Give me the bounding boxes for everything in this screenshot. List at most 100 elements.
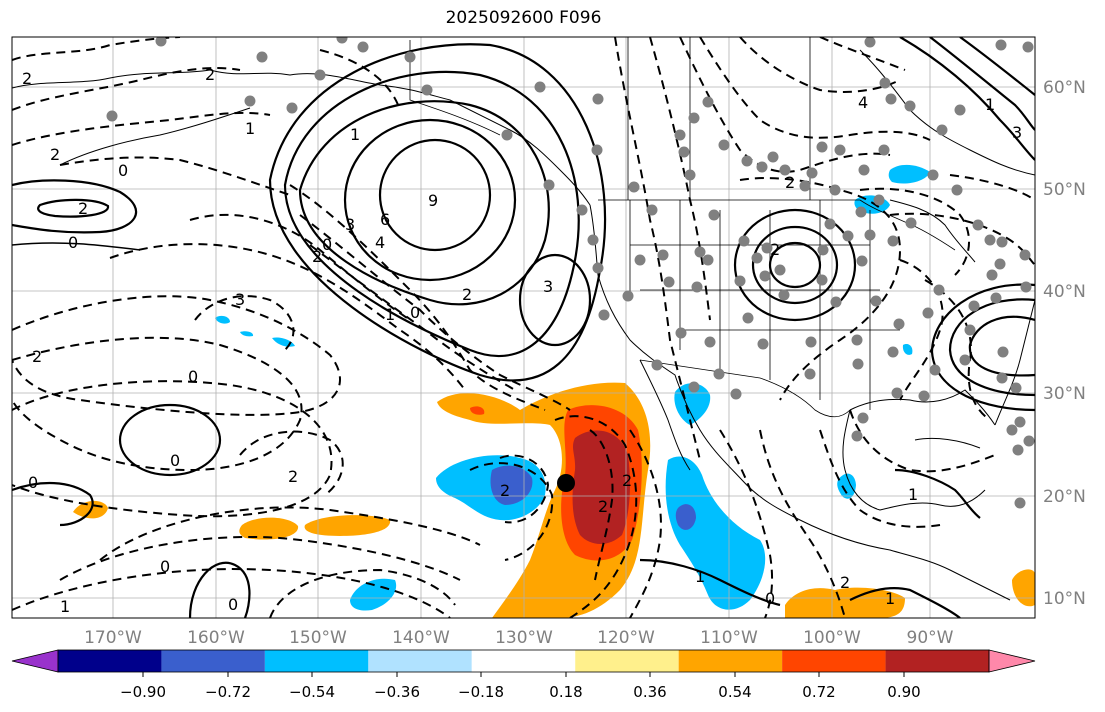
station-dot bbox=[878, 144, 890, 156]
station-dot bbox=[824, 218, 836, 230]
contour-label: 4 bbox=[375, 233, 385, 252]
contour-high-central-3 bbox=[733, 208, 857, 322]
station-dot bbox=[864, 37, 876, 48]
station-dot bbox=[857, 412, 869, 424]
station-dot bbox=[829, 184, 841, 196]
station-dot bbox=[887, 235, 899, 247]
contour-label: 3 bbox=[543, 277, 553, 296]
shade-negative-greatlakes bbox=[888, 164, 930, 184]
station-dot bbox=[622, 290, 634, 302]
contour-neg-plume-2 bbox=[589, 429, 614, 581]
map-frame-background bbox=[12, 37, 1035, 618]
station-dot bbox=[674, 129, 686, 141]
colorbar-tick-label: −0.18 bbox=[458, 683, 504, 701]
contour-label: 0 bbox=[410, 303, 420, 322]
shade-positive-darkred bbox=[572, 430, 630, 545]
contour-label: 2 bbox=[312, 247, 322, 266]
coast-aleutians bbox=[59, 107, 251, 166]
station-dot bbox=[543, 179, 555, 191]
station-dot bbox=[757, 338, 769, 350]
station-dot bbox=[994, 258, 1006, 270]
colorbar-bin bbox=[161, 650, 265, 672]
station-dot bbox=[851, 430, 863, 442]
latitude-label: 30°N bbox=[1043, 384, 1086, 404]
colorbar-outline bbox=[57, 649, 990, 673]
latitude-label: 10°N bbox=[1043, 589, 1086, 609]
colorbar-tick-label: −0.90 bbox=[120, 683, 166, 701]
station-dot bbox=[587, 234, 599, 246]
station-dot bbox=[357, 41, 369, 53]
shade-positive-small-5 bbox=[1012, 569, 1035, 607]
contour-neg-arc-2 bbox=[299, 214, 571, 411]
contour-high-west-1 bbox=[12, 179, 138, 234]
station-dot bbox=[702, 254, 714, 266]
contour-label: 2 bbox=[22, 69, 32, 88]
shade-negative-gulfmx bbox=[837, 473, 856, 499]
station-dot bbox=[873, 194, 885, 206]
contour-neg-top-3 bbox=[12, 111, 271, 146]
contour-lines bbox=[12, 37, 1035, 618]
station-dot bbox=[779, 164, 791, 176]
station-dot bbox=[702, 96, 714, 108]
contour-label: 0 bbox=[28, 473, 38, 492]
station-dot bbox=[774, 264, 786, 276]
contour-neg-pacific-5 bbox=[109, 243, 466, 391]
station-dot bbox=[751, 252, 763, 264]
contour-neg-cont-10 bbox=[949, 174, 1035, 201]
station-dot bbox=[592, 262, 604, 274]
coast-cuba bbox=[914, 437, 981, 449]
station-dot bbox=[1010, 382, 1022, 394]
contour-high-gulf-alaska-1 bbox=[378, 138, 492, 252]
colorbar-tick-label: −0.36 bbox=[374, 683, 420, 701]
station-dot bbox=[738, 235, 750, 247]
shade-positive-small-4 bbox=[785, 587, 905, 618]
colorbar-extend-low bbox=[11, 649, 59, 673]
station-dot bbox=[870, 295, 882, 307]
station-dot bbox=[501, 129, 513, 141]
longitude-label: 90°W bbox=[907, 628, 954, 648]
station-dot bbox=[922, 307, 934, 319]
station-dot bbox=[933, 284, 945, 296]
station-dot bbox=[1014, 416, 1026, 428]
station-dot bbox=[756, 161, 768, 173]
contour-label: 0 bbox=[118, 161, 128, 180]
coast-baja bbox=[639, 359, 691, 471]
station-dot bbox=[918, 390, 930, 402]
colorbar-tick-labels: −0.90 −0.72 −0.54 −0.36 −0.18 0.18 0.36 … bbox=[120, 683, 921, 701]
contour-neg-south-4 bbox=[719, 429, 774, 618]
station-dot bbox=[834, 144, 846, 156]
station-dot bbox=[741, 155, 753, 167]
contour-neg-pacific-1 bbox=[12, 295, 341, 416]
station-dot bbox=[646, 204, 658, 216]
contour-high-central-1 bbox=[768, 241, 822, 289]
contour-neg-arc-3 bbox=[309, 244, 516, 391]
station-dot bbox=[1006, 424, 1018, 436]
station-dot bbox=[996, 236, 1008, 248]
colorbar-bin bbox=[471, 650, 576, 672]
contour-neg-mid-1 bbox=[239, 430, 344, 496]
station-dot bbox=[576, 204, 588, 216]
station-dot bbox=[805, 336, 817, 348]
contour-neg-sw-1 bbox=[99, 506, 481, 561]
station-dot bbox=[244, 95, 256, 107]
longitude-label: 130°W bbox=[495, 628, 553, 648]
latitude-label: 50°N bbox=[1043, 180, 1086, 200]
station-dot bbox=[1022, 41, 1034, 53]
station-dot bbox=[855, 206, 867, 218]
contour-neg-plume-4 bbox=[499, 454, 550, 524]
coast-alaska bbox=[12, 69, 591, 206]
contour-high-south-4 bbox=[849, 586, 961, 618]
center-marker bbox=[557, 474, 575, 492]
longitude-label: 110°W bbox=[700, 628, 758, 648]
colorbar-bin bbox=[368, 650, 472, 672]
colorbar-tick-label: −0.54 bbox=[289, 683, 335, 701]
station-dot bbox=[691, 281, 703, 293]
station-dot bbox=[842, 230, 854, 242]
contour-neg-top-4 bbox=[59, 156, 291, 196]
station-dot bbox=[663, 276, 675, 288]
contour-label: 2 bbox=[78, 199, 88, 218]
contour-neg-pacific-2 bbox=[12, 336, 303, 472]
coast-greatlakes bbox=[889, 199, 976, 263]
shade-negative-baja-core bbox=[675, 504, 696, 530]
shade-positive-small-2 bbox=[239, 517, 299, 540]
